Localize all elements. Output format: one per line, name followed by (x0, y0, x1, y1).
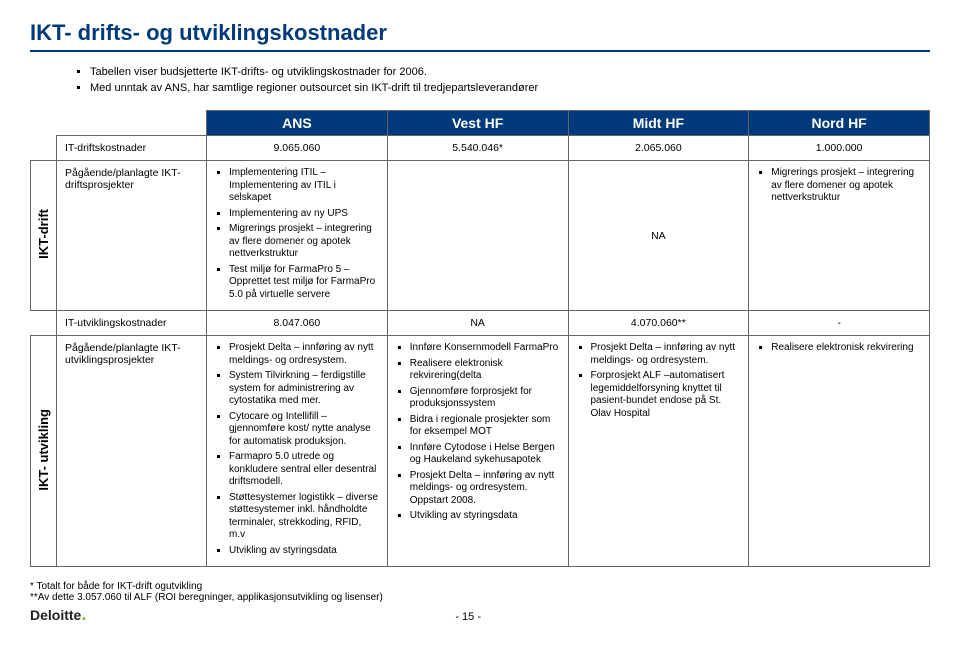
list-item: Innføre Konsernmodell FarmaPro (410, 342, 560, 355)
side-label-utvikling: IKT- utvikling (31, 336, 57, 567)
deloitte-logo: Deloitte. (30, 607, 86, 623)
cell-list: Implementering ITIL – Implementering av … (207, 161, 388, 311)
cell-value: 9.065.060 (207, 136, 388, 161)
list-item: Prosjekt Delta – innføring av nytt meldi… (591, 342, 741, 367)
list-item: Realisere elektronisk rekvirering(delta (410, 358, 560, 383)
cell-value: 4.070.060** (568, 311, 749, 336)
cell-list: Prosjekt Delta – innføring av nytt meldi… (568, 336, 749, 567)
col-header-midt: Midt HF (568, 111, 749, 136)
list-item: Prosjekt Delta – innføring av nytt meldi… (229, 342, 379, 367)
footnote: **Av dette 3.057.060 til ALF (ROI beregn… (30, 592, 930, 603)
list-item: Cytocare og Intellifill – gjennomføre ko… (229, 411, 379, 449)
cell-list: Innføre Konsernmodell FarmaPro Realisere… (387, 336, 568, 567)
row-label: IT-utviklingskostnader (57, 311, 207, 336)
list-item: Gjennomføre forprosjekt for produksjonss… (410, 386, 560, 411)
row-label: Pågående/planlagte IKT-driftsprosjekter (57, 161, 207, 311)
list-item: Prosjekt Delta – innføring av nytt meldi… (410, 470, 560, 508)
footnotes: * Totalt for både for IKT-drift ogutvikl… (30, 581, 930, 603)
list-item: Implementering av ny UPS (229, 208, 379, 221)
intro-list: Tabellen viser budsjetterte IKT-drifts- … (50, 66, 930, 94)
cell-value: 5.540.046* (387, 136, 568, 161)
cell-value: 1.000.000 (749, 136, 930, 161)
row-label: Pågående/planlagte IKT-utviklingsprosjek… (57, 336, 207, 567)
page-number: - 15 - (86, 611, 850, 623)
cell-value: NA (387, 311, 568, 336)
row-label: IT-driftskostnader (57, 136, 207, 161)
cell-value: 8.047.060 (207, 311, 388, 336)
page-title: IKT- drifts- og utviklingskostnader (30, 20, 930, 52)
list-item: Test miljø for FarmaPro 5 – Opprettet te… (229, 264, 379, 302)
col-header-vest: Vest HF (387, 111, 568, 136)
cell-value: - (749, 311, 930, 336)
cell-value: NA (568, 161, 749, 311)
list-item: Utvikling av styringsdata (229, 545, 379, 558)
list-item: Utvikling av styringsdata (410, 510, 560, 523)
cell-list: Realisere elektronisk rekvirering (749, 336, 930, 567)
list-item: Støttesystemer logistikk – diverse støtt… (229, 492, 379, 542)
col-header-nord: Nord HF (749, 111, 930, 136)
side-label-drift: IKT-drift (31, 161, 57, 311)
list-item: Farmapro 5.0 utrede og konkludere sentra… (229, 451, 379, 489)
list-item: Realisere elektronisk rekvirering (771, 342, 921, 355)
cell-list: Migrerings prosjekt – integrering av fle… (749, 161, 930, 311)
list-item: Migrerings prosjekt – integrering av fle… (771, 167, 921, 205)
list-item: Innføre Cytodose i Helse Bergen og Hauke… (410, 442, 560, 467)
list-item: Migrerings prosjekt – integrering av fle… (229, 223, 379, 261)
col-header-ans: ANS (207, 111, 388, 136)
cell-value: 2.065.060 (568, 136, 749, 161)
cell-list: Prosjekt Delta – innføring av nytt meldi… (207, 336, 388, 567)
cost-table: ANS Vest HF Midt HF Nord HF IT-driftskos… (30, 110, 930, 567)
list-item: Implementering ITIL – Implementering av … (229, 167, 379, 205)
footnote: * Totalt for både for IKT-drift ogutvikl… (30, 581, 930, 592)
list-item: System Tilvirkning – ferdigstille system… (229, 370, 379, 408)
list-item: Forprosjekt ALF –automatisert legemiddel… (591, 370, 741, 420)
intro-item: Med unntak av ANS, har samtlige regioner… (90, 82, 930, 94)
intro-item: Tabellen viser budsjetterte IKT-drifts- … (90, 66, 930, 78)
cell-empty (387, 161, 568, 311)
list-item: Bidra i regionale prosjekter som for eks… (410, 414, 560, 439)
